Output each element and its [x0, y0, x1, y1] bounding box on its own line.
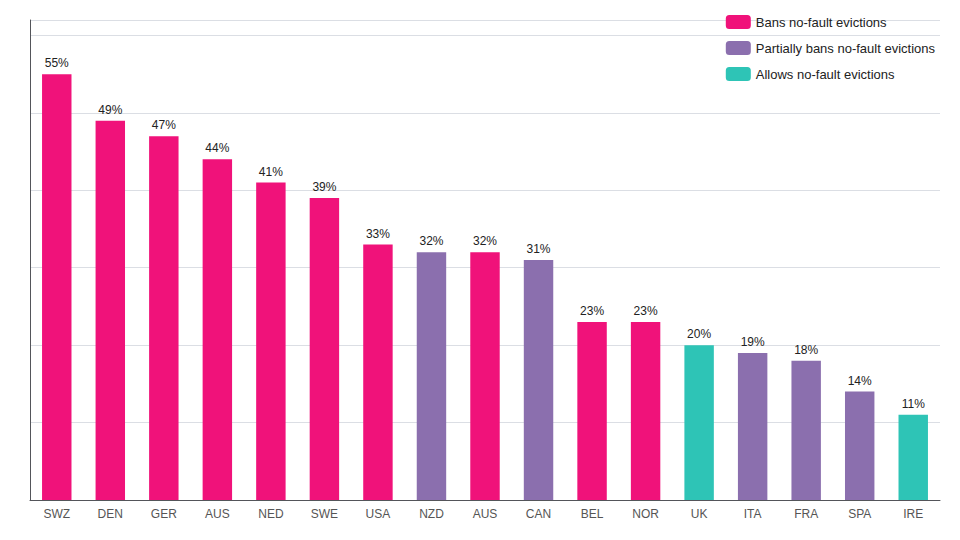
svg-text:AUS: AUS	[205, 507, 230, 521]
svg-text:AUS: AUS	[473, 507, 498, 521]
svg-text:UK: UK	[691, 507, 708, 521]
svg-text:SWZ: SWZ	[43, 507, 70, 521]
svg-text:55%: 55%	[45, 56, 69, 70]
svg-text:DEN: DEN	[98, 507, 123, 521]
svg-text:33%: 33%	[366, 227, 390, 241]
svg-text:ITA: ITA	[744, 507, 762, 521]
svg-text:32%: 32%	[473, 234, 497, 248]
svg-text:NED: NED	[258, 507, 284, 521]
svg-text:31%: 31%	[527, 242, 551, 256]
svg-text:BEL: BEL	[581, 507, 604, 521]
svg-text:39%: 39%	[312, 180, 336, 194]
svg-text:Allows no-fault evictions: Allows no-fault evictions	[756, 67, 895, 82]
svg-text:Partially bans no-fault evicti: Partially bans no-fault evictions	[756, 41, 936, 56]
svg-text:32%: 32%	[419, 234, 443, 248]
svg-text:IRE: IRE	[903, 507, 923, 521]
svg-text:23%: 23%	[580, 304, 604, 318]
svg-text:44%: 44%	[205, 141, 229, 155]
svg-text:FRA: FRA	[794, 507, 818, 521]
svg-text:49%: 49%	[98, 103, 122, 117]
svg-text:NOR: NOR	[632, 507, 659, 521]
svg-text:18%: 18%	[794, 343, 818, 357]
svg-text:41%: 41%	[259, 165, 283, 179]
svg-text:GER: GER	[151, 507, 177, 521]
svg-text:USA: USA	[366, 507, 391, 521]
svg-text:11%: 11%	[902, 397, 925, 411]
svg-text:CAN: CAN	[526, 507, 551, 521]
svg-text:14%: 14%	[848, 374, 872, 388]
svg-text:NZD: NZD	[419, 507, 444, 521]
svg-text:47%: 47%	[152, 118, 176, 132]
svg-text:20%: 20%	[687, 327, 711, 341]
svg-text:Bans no-fault evictions: Bans no-fault evictions	[756, 15, 887, 30]
svg-text:19%: 19%	[741, 335, 765, 349]
svg-text:SPA: SPA	[848, 507, 871, 521]
svg-text:SWE: SWE	[311, 507, 338, 521]
svg-text:23%: 23%	[634, 304, 658, 318]
